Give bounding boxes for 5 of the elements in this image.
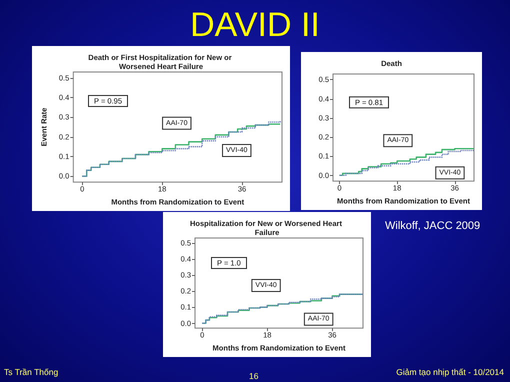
text: Wilkoff, JACC 2009: [385, 220, 480, 232]
text: Giảm tạo nhịp thất - 10/2014: [396, 367, 504, 377]
text: 16: [249, 371, 258, 381]
text: DAVID II: [189, 6, 321, 45]
text: Ts Trần Thống: [4, 367, 58, 377]
